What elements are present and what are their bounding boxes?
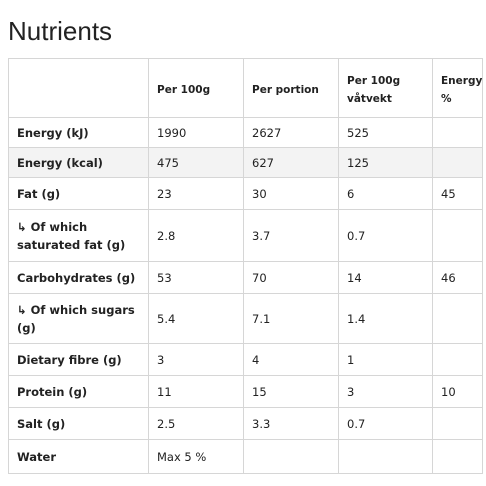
table-cell: 3.3 (243, 407, 339, 440)
table-cell (338, 439, 433, 474)
row-label: Carbohydrates (g) (8, 261, 149, 294)
table-cell: 23 (148, 177, 244, 210)
table-row: Protein (g) 11 15 3 10 (8, 375, 483, 408)
header-row: Per 100g Per portion Per 100g våtvekt Energ… (8, 58, 483, 118)
table-cell: 1.4 (338, 293, 433, 344)
row-label: Water (8, 439, 149, 474)
table-cell: 3.7 (243, 209, 339, 262)
table-cell: 1990 (148, 117, 244, 148)
table-cell: 2.8 (148, 209, 244, 262)
row-label: Energy (kJ) (8, 117, 149, 148)
table-row: Salt (g) 2.5 3.3 0.7 (8, 407, 483, 440)
table-cell: Max 5 % (148, 439, 244, 474)
table-cell: 70 (243, 261, 339, 294)
table-cell: 7.1 (243, 293, 339, 344)
table-cell: 3 (338, 375, 433, 408)
table-row: Dietary fibre (g) 3 4 1 (8, 343, 483, 376)
table-cell: 4 (243, 343, 339, 376)
row-label: ↳ Of which sugars (g) (8, 293, 149, 344)
table-cell (243, 439, 339, 474)
table-cell (432, 147, 483, 178)
nutrient-table: Per 100g Per portion Per 100g våtvekt Energ… (8, 58, 483, 474)
table-row: Carbohydrates (g) 53 70 14 46 (8, 261, 483, 294)
table-row: Energy (kcal) 475 627 125 (8, 147, 483, 178)
row-label: Dietary fibre (g) (8, 343, 149, 376)
table-cell: 53 (148, 261, 244, 294)
table-cell (432, 117, 483, 148)
table-body: Energy (kJ) 1990 2627 525 Energy (kcal) 475 62… (8, 117, 483, 474)
table-cell (432, 439, 483, 474)
table-row: Energy (kJ) 1990 2627 525 (8, 117, 483, 148)
row-label: Fat (g) (8, 177, 149, 210)
table-cell: 10 (432, 375, 483, 408)
table-cell: 0.7 (338, 407, 433, 440)
table-cell: 627 (243, 147, 339, 178)
table-row: Water Max 5 % (8, 439, 483, 474)
title: Nutrients (8, 16, 113, 46)
row-label: Energy (kcal) (8, 147, 149, 178)
row-label: Salt (g) (8, 407, 149, 440)
table-cell: 30 (243, 177, 339, 210)
table-cell: 0.7 (338, 209, 433, 262)
header-cell: Per 100g (148, 58, 244, 118)
header-cell: Per portion (243, 58, 339, 118)
row-label: ↳ Of which saturated fat (g) (8, 209, 149, 262)
header-cell: Energy % (432, 58, 483, 118)
header-cell (8, 58, 149, 118)
table-cell: 2.5 (148, 407, 244, 440)
header-cell: Per 100g våtvekt (338, 58, 433, 118)
table-header: Per 100g Per portion Per 100g våtvekt Energ… (8, 58, 483, 118)
table-cell: 525 (338, 117, 433, 148)
row-label: Protein (g) (8, 375, 149, 408)
table-cell: 11 (148, 375, 244, 408)
table-cell (432, 293, 483, 344)
table-cell: 125 (338, 147, 433, 178)
table-row: ↳ Of which sugars (g) 5.4 7.1 1.4 (8, 293, 483, 344)
table-cell: 5.4 (148, 293, 244, 344)
table-cell: 475 (148, 147, 244, 178)
table-cell: 3 (148, 343, 244, 376)
table-cell (432, 209, 483, 262)
table-row: ↳ Of which saturated fat (g) 2.8 3.7 0.7 (8, 209, 483, 262)
table-cell: 15 (243, 375, 339, 408)
table-cell: 14 (338, 261, 433, 294)
table-cell: 2627 (243, 117, 339, 148)
table-row: Fat (g) 23 30 6 45 (8, 177, 483, 210)
table-cell: 46 (432, 261, 483, 294)
table-cell: 6 (338, 177, 433, 210)
table-cell: 1 (338, 343, 433, 376)
table-cell: 45 (432, 177, 483, 210)
table-cell (432, 343, 483, 376)
table-cell (432, 407, 483, 440)
